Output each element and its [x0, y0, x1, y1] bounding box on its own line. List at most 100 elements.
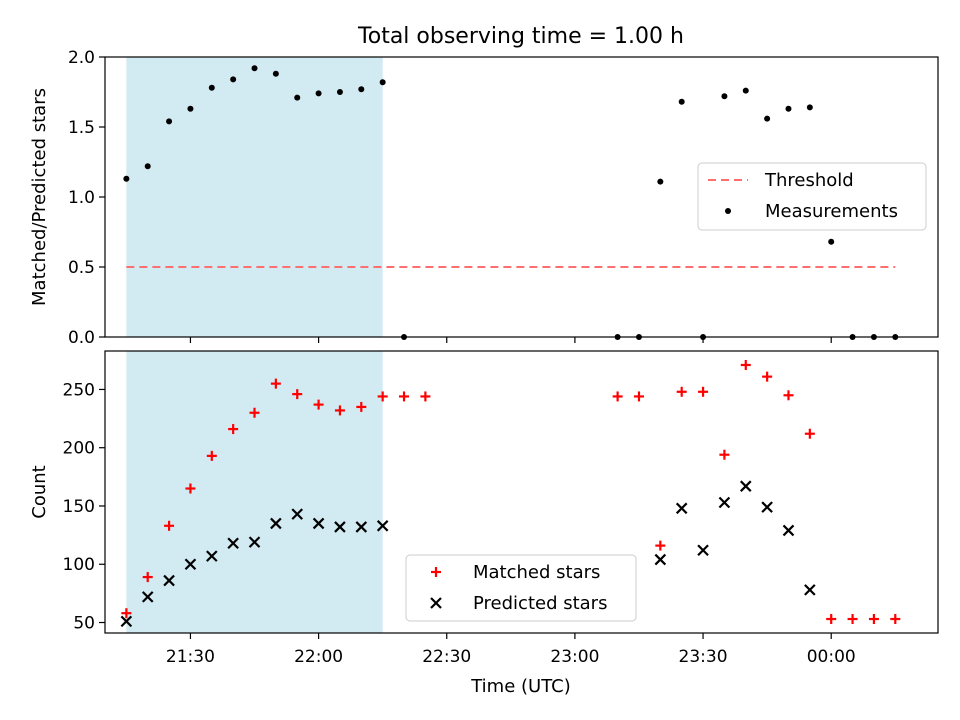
legend-marker — [430, 597, 442, 609]
data-point — [785, 105, 792, 112]
data-point — [251, 65, 258, 72]
series-measurements — [123, 65, 899, 340]
data-point — [718, 496, 731, 509]
chart-title: Total observing time = 1.00 h — [357, 24, 684, 49]
series-matched-stars — [121, 359, 901, 625]
x-tick-label: 22:00 — [294, 647, 343, 667]
data-point — [206, 450, 217, 461]
legend-label: Measurements — [765, 201, 898, 222]
observing-window-band — [126, 351, 383, 633]
data-point — [144, 163, 151, 170]
data-point — [657, 178, 664, 185]
data-point — [184, 558, 197, 571]
data-point — [804, 428, 815, 439]
axes-frame — [104, 350, 939, 634]
data-point — [249, 407, 260, 418]
x-tick-label: 22:30 — [422, 647, 471, 667]
data-point — [420, 391, 431, 402]
data-point — [313, 399, 324, 410]
data-point — [358, 86, 365, 93]
data-point — [806, 104, 813, 111]
legend-label: Predicted stars — [473, 593, 607, 614]
y-tick-label: 250 — [63, 380, 95, 400]
data-point — [270, 517, 282, 530]
data-point — [356, 401, 367, 412]
data-point — [868, 614, 879, 625]
data-point — [334, 521, 346, 533]
y-tick-label: 1.0 — [68, 188, 95, 208]
legend-marker — [725, 208, 731, 214]
y-tick-label: 200 — [63, 439, 95, 459]
data-point — [379, 79, 386, 86]
y-tick-label: 2.0 — [68, 48, 95, 68]
legend: Matched stars Predicted stars — [405, 554, 637, 622]
y-tick-label: 100 — [63, 555, 95, 575]
data-point — [377, 391, 388, 402]
data-point — [654, 553, 667, 566]
data-point — [208, 84, 215, 91]
legend-label: Matched stars — [473, 562, 600, 583]
x-tick-label: 23:30 — [679, 647, 728, 667]
data-point — [721, 93, 728, 100]
data-point — [291, 508, 304, 520]
data-point — [166, 118, 173, 125]
data-point — [678, 98, 685, 105]
data-point — [187, 105, 194, 112]
data-point — [740, 359, 751, 370]
data-point — [123, 175, 130, 182]
data-point — [230, 76, 237, 83]
data-point — [163, 574, 175, 587]
data-point — [355, 521, 368, 533]
x-tick-label: 23:00 — [550, 647, 599, 667]
data-point — [698, 386, 709, 397]
data-point — [270, 378, 281, 389]
legend-label: Threshold — [764, 170, 854, 191]
x-tick-label: 00:00 — [807, 647, 856, 667]
data-point — [334, 405, 345, 416]
data-point — [315, 90, 322, 97]
data-point — [141, 591, 154, 603]
data-point — [828, 238, 835, 245]
ratio-panel: 0.0 0.5 1.0 1.5 2.0 Matched/Predicted stars Th… — [29, 48, 939, 348]
legend: Threshold Measurements — [697, 162, 927, 231]
y-tick-label: 0.0 — [68, 328, 95, 348]
data-point — [719, 449, 730, 460]
data-point — [675, 502, 688, 515]
data-point — [185, 483, 196, 494]
data-point — [742, 87, 749, 94]
data-point — [272, 70, 279, 77]
data-point — [655, 540, 666, 551]
data-point — [826, 614, 837, 625]
data-point — [121, 608, 132, 619]
y-tick-label: 150 — [63, 497, 95, 517]
data-point — [227, 537, 239, 550]
data-point — [697, 544, 709, 557]
y-axis-label: Count — [29, 465, 50, 518]
y-tick-label: 1.5 — [68, 118, 95, 138]
data-point — [782, 524, 795, 537]
series-predicted-stars — [120, 480, 816, 628]
count-panel: 50 100 150 200 250 21:30 22:00 22:30 23:00 23:30 0… — [29, 350, 939, 667]
data-point — [764, 115, 771, 122]
data-point — [228, 424, 239, 435]
data-point — [847, 614, 858, 625]
data-point — [739, 480, 752, 492]
data-point — [164, 520, 175, 531]
data-point — [783, 390, 794, 401]
data-point — [248, 536, 261, 548]
data-point — [206, 550, 218, 562]
data-point — [294, 94, 301, 101]
legend-marker — [431, 567, 441, 577]
data-point — [633, 391, 644, 402]
data-point — [376, 520, 389, 532]
data-point — [142, 572, 153, 583]
data-point — [762, 371, 773, 382]
data-point — [676, 386, 687, 397]
data-point — [804, 584, 816, 596]
data-point — [292, 389, 303, 400]
y-tick-label: 50 — [73, 614, 95, 634]
data-point — [612, 391, 623, 402]
y-tick-label: 0.5 — [68, 258, 95, 278]
x-axis-label: Time (UTC) — [470, 676, 571, 697]
